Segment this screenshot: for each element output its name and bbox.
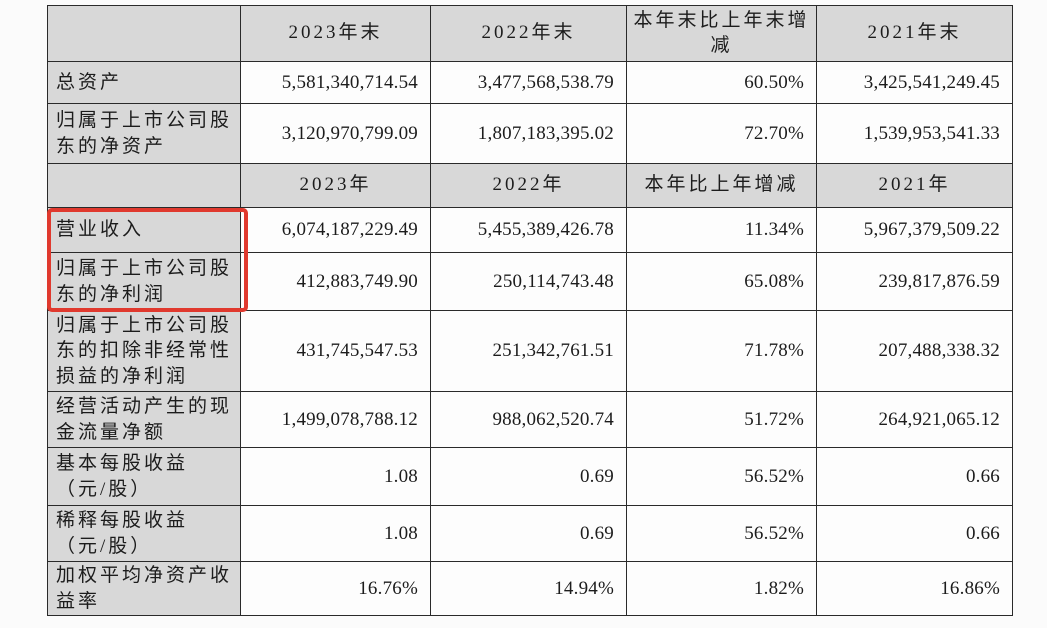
cell-basic-eps-2023: 1.08 <box>240 447 431 506</box>
header-cell-2023: 2023年 <box>240 163 431 208</box>
row-label-net-profit: 归属于上市公司股东的净利润 <box>47 252 241 311</box>
cell-total-assets-2021: 3,425,541,249.45 <box>816 61 1013 104</box>
header-row-year: 2023年 2022年 本年比上年增减 2021年 <box>47 163 1013 208</box>
header-cell-yoy-change: 本年比上年增减 <box>626 163 817 208</box>
row-label-net-profit-deducted: 归属于上市公司股东的扣除非经常性损益的净利润 <box>47 310 241 392</box>
cell-net-profit-deducted-2023: 431,745,547.53 <box>240 310 431 392</box>
row-label-operating-revenue: 营业收入 <box>47 207 241 253</box>
cell-diluted-eps-change: 56.52% <box>626 505 817 562</box>
row-weighted-roe: 加权平均净资产收益率 16.76% 14.94% 1.82% 16.86% <box>47 561 1013 616</box>
cell-operating-revenue-2022: 5,455,389,426.78 <box>430 207 627 253</box>
row-label-net-assets: 归属于上市公司股东的净资产 <box>47 103 241 164</box>
cell-weighted-roe-2021: 16.86% <box>816 561 1013 616</box>
row-label-diluted-eps: 稀释每股收益（元/股） <box>47 505 241 562</box>
row-operating-revenue: 营业收入 6,074,187,229.49 5,455,389,426.78 1… <box>47 207 1013 253</box>
row-label-basic-eps: 基本每股收益（元/股） <box>47 447 241 506</box>
cell-operating-cash-flow-2021: 264,921,065.12 <box>816 391 1013 448</box>
row-total-assets: 总资产 5,581,340,714.54 3,477,568,538.79 60… <box>47 61 1013 104</box>
cell-net-assets-2022: 1,807,183,395.02 <box>430 103 627 164</box>
cell-net-assets-change: 72.70% <box>626 103 817 164</box>
cell-operating-revenue-2023: 6,074,187,229.49 <box>240 207 431 253</box>
header-cell-2022: 2022年 <box>430 163 627 208</box>
header-cell-empty-2 <box>47 163 241 208</box>
header-cell-2022-year-end: 2022年末 <box>430 5 627 62</box>
cell-total-assets-2023: 5,581,340,714.54 <box>240 61 431 104</box>
header-cell-2023-year-end: 2023年末 <box>240 5 431 62</box>
header-cell-2021: 2021年 <box>816 163 1013 208</box>
cell-basic-eps-change: 56.52% <box>626 447 817 506</box>
row-label-total-assets: 总资产 <box>47 61 241 104</box>
cell-net-profit-deducted-2022: 251,342,761.51 <box>430 310 627 392</box>
cell-net-profit-2022: 250,114,743.48 <box>430 252 627 311</box>
cell-net-profit-2023: 412,883,749.90 <box>240 252 431 311</box>
cell-net-assets-2023: 3,120,970,799.09 <box>240 103 431 164</box>
cell-net-assets-2021: 1,539,953,541.33 <box>816 103 1013 164</box>
cell-operating-cash-flow-change: 51.72% <box>626 391 817 448</box>
cell-weighted-roe-2023: 16.76% <box>240 561 431 616</box>
cell-operating-cash-flow-2023: 1,499,078,788.12 <box>240 391 431 448</box>
row-label-operating-cash-flow: 经营活动产生的现金流量净额 <box>47 391 241 448</box>
cell-operating-revenue-2021: 5,967,379,509.22 <box>816 207 1013 253</box>
cell-net-profit-change: 65.08% <box>626 252 817 311</box>
cell-operating-revenue-change: 11.34% <box>626 207 817 253</box>
row-net-profit: 归属于上市公司股东的净利润 412,883,749.90 250,114,743… <box>47 252 1013 311</box>
header-cell-2021-year-end: 2021年末 <box>816 5 1013 62</box>
cell-net-profit-deducted-2021: 207,488,338.32 <box>816 310 1013 392</box>
row-label-weighted-roe: 加权平均净资产收益率 <box>47 561 241 616</box>
header-cell-yoy-change-year-end: 本年末比上年末增减 <box>626 5 817 62</box>
cell-weighted-roe-2022: 14.94% <box>430 561 627 616</box>
row-net-assets: 归属于上市公司股东的净资产 3,120,970,799.09 1,807,183… <box>47 103 1013 164</box>
row-operating-cash-flow: 经营活动产生的现金流量净额 1,499,078,788.12 988,062,5… <box>47 391 1013 448</box>
key-financial-data-table: 2023年末 2022年末 本年末比上年末增减 2021年末 总资产 5,581… <box>47 5 1013 616</box>
header-row-year-end: 2023年末 2022年末 本年末比上年末增减 2021年末 <box>47 5 1013 62</box>
cell-diluted-eps-2022: 0.69 <box>430 505 627 562</box>
row-diluted-eps: 稀释每股收益（元/股） 1.08 0.69 56.52% 0.66 <box>47 505 1013 562</box>
cell-total-assets-2022: 3,477,568,538.79 <box>430 61 627 104</box>
row-net-profit-deducted: 归属于上市公司股东的扣除非经常性损益的净利润 431,745,547.53 25… <box>47 310 1013 392</box>
header-cell-empty <box>47 5 241 62</box>
cell-weighted-roe-change: 1.82% <box>626 561 817 616</box>
cell-basic-eps-2021: 0.66 <box>816 447 1013 506</box>
cell-diluted-eps-2023: 1.08 <box>240 505 431 562</box>
cell-basic-eps-2022: 0.69 <box>430 447 627 506</box>
cell-net-profit-deducted-change: 71.78% <box>626 310 817 392</box>
cell-diluted-eps-2021: 0.66 <box>816 505 1013 562</box>
cell-operating-cash-flow-2022: 988,062,520.74 <box>430 391 627 448</box>
cell-total-assets-change: 60.50% <box>626 61 817 104</box>
row-basic-eps: 基本每股收益（元/股） 1.08 0.69 56.52% 0.66 <box>47 447 1013 506</box>
cell-net-profit-2021: 239,817,876.59 <box>816 252 1013 311</box>
